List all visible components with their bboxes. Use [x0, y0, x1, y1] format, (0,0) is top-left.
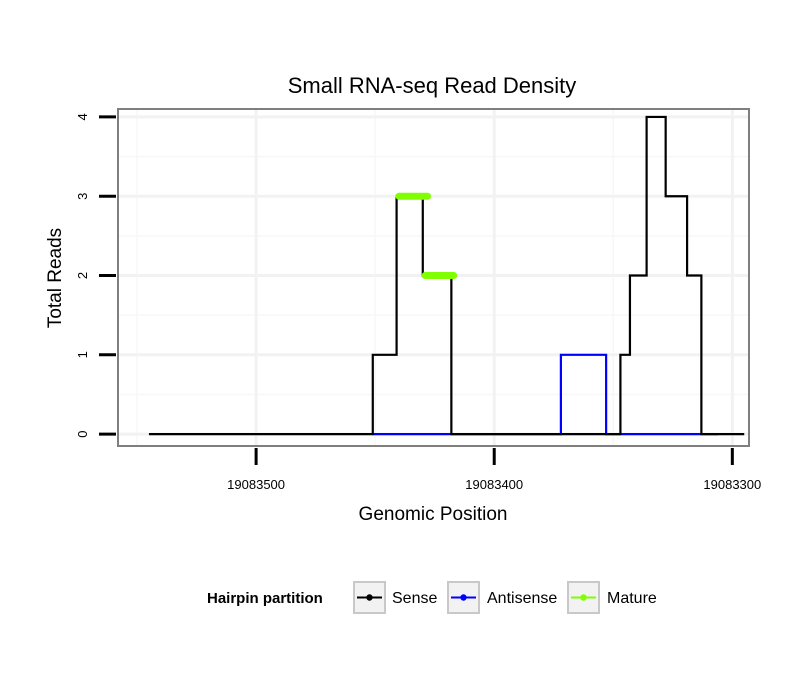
legend: Hairpin partition Sense Antisense Mature [207, 581, 657, 614]
legend-point-antisense [460, 594, 467, 601]
legend-title: Hairpin partition [207, 590, 323, 607]
series-layer [148, 115, 745, 436]
legend-point-sense [366, 594, 373, 601]
x-axis-title: Genomic Position [359, 504, 508, 525]
y-axis-title: Total Reads [45, 228, 66, 328]
x-tick-label: 19083300 [703, 477, 761, 492]
legend-item-mature: Mature [567, 581, 657, 614]
legend-label-mature: Mature [607, 590, 657, 607]
y-tick-label: 3 [75, 193, 90, 200]
y-tick-label: 4 [75, 113, 90, 120]
legend-label-antisense: Antisense [487, 590, 557, 607]
legend-point-mature [580, 594, 587, 601]
y-tick-label: 2 [75, 272, 90, 279]
legend-item-antisense: Antisense [447, 581, 557, 614]
x-tick-label: 19083500 [227, 477, 285, 492]
legend-label-sense: Sense [392, 590, 437, 607]
chart-title: Small RNA-seq Read Density [288, 73, 577, 98]
y-tick-label: 1 [75, 351, 90, 358]
x-axis: 19083500 19083400 19083300 [227, 448, 761, 492]
x-tick-label: 19083400 [465, 477, 523, 492]
legend-item-sense: Sense [353, 581, 437, 614]
y-axis: 0 1 2 3 4 [75, 113, 116, 438]
plot-border [117, 108, 750, 447]
plot-panel [117, 108, 750, 447]
y-tick-label: 0 [75, 430, 90, 437]
